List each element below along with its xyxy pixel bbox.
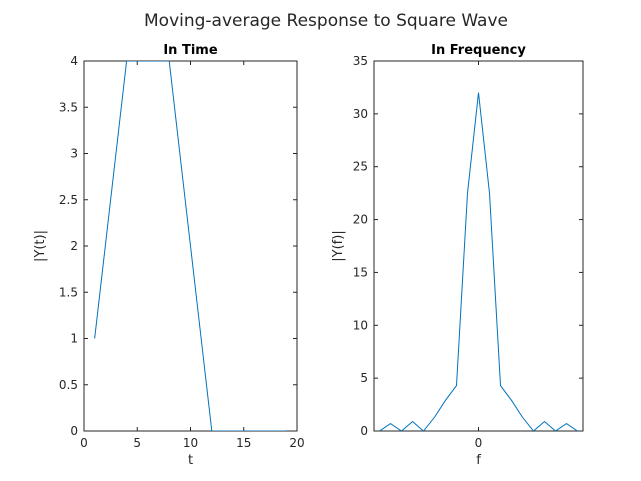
x-tick-label: 20: [289, 436, 304, 450]
y-tick-label: 2: [70, 239, 78, 253]
y-tick-label: 10: [353, 318, 368, 332]
y-tick-label: 5: [360, 371, 368, 385]
axes-title: In Frequency: [431, 43, 526, 58]
x-tick-label: 0: [80, 436, 88, 450]
frequency-axes: 0 0 5 10 15 20 25 30 35 In Frequency f |Y(f)|: [331, 43, 584, 468]
y-tick-label: 3.5: [59, 100, 78, 114]
y-tick-label: 0: [70, 424, 78, 438]
y-tick-label: 1: [70, 332, 78, 346]
x-axis-label: t: [188, 453, 193, 468]
series-line: [94, 61, 287, 431]
x-tick-label: 10: [183, 436, 198, 450]
figure-title: Moving-average Response to Square Wave: [144, 11, 508, 31]
y-tick-label: 30: [353, 107, 368, 121]
y-tick-label: 35: [353, 54, 368, 68]
y-tick-label: 1.5: [59, 285, 78, 299]
y-tick-label: 0: [360, 424, 368, 438]
y-tick-label: 3: [70, 147, 78, 161]
y-tick-label: 25: [353, 160, 368, 174]
time-axes: 0 5 10 15 20 0 0.5 1 1.5 2 2.5 3 3.5 4 In Time t |Y(t)|: [33, 43, 305, 468]
y-axis-label: |Y(f)|: [331, 230, 346, 261]
axes-title: In Time: [163, 43, 217, 58]
plot-frame: [373, 60, 584, 432]
y-tick-label: 15: [353, 265, 368, 279]
x-tick-label: 15: [236, 436, 251, 450]
x-axis-label: f: [476, 453, 481, 468]
series-line: [379, 92, 578, 431]
y-tick-label: 4: [70, 54, 78, 68]
y-axis-label: |Y(t)|: [33, 230, 48, 262]
y-tick-label: 0.5: [59, 378, 78, 392]
x-tick-label: 5: [133, 436, 141, 450]
y-tick-label: 2.5: [59, 193, 78, 207]
y-tick-label: 20: [353, 213, 368, 227]
x-tick-label: 0: [475, 436, 483, 450]
